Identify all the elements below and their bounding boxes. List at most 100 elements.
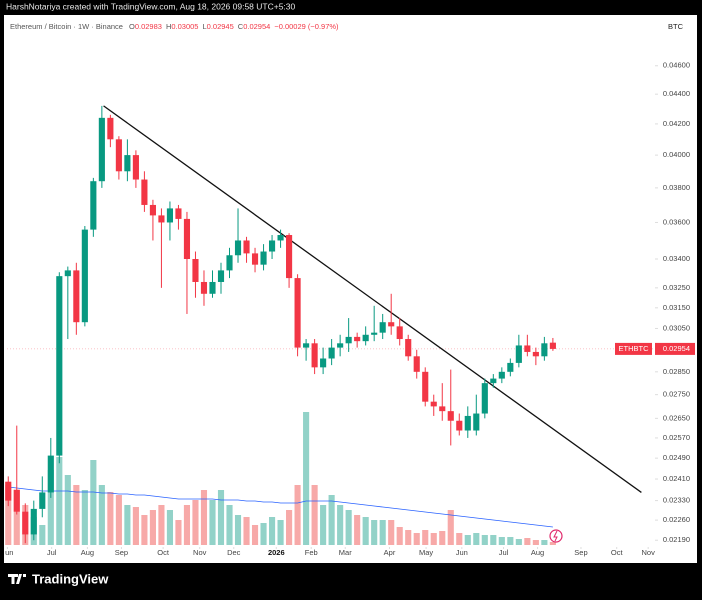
candle-body bbox=[149, 204, 156, 216]
ohlc-key: L bbox=[202, 22, 206, 31]
volume-bar bbox=[217, 490, 225, 545]
y-tick-label: 0.02490 bbox=[663, 453, 690, 462]
y-tick-label: 0.02190 bbox=[663, 535, 690, 544]
volume-bar bbox=[498, 537, 505, 545]
volume-bar bbox=[98, 485, 105, 545]
y-tick-label: 0.02330 bbox=[663, 496, 690, 505]
price-label: 0.02954 bbox=[663, 344, 690, 353]
candle-body bbox=[5, 481, 12, 501]
candle-body bbox=[481, 383, 488, 414]
x-tick-label: Nov bbox=[642, 548, 656, 557]
volume-bar bbox=[524, 538, 531, 545]
candle-body bbox=[175, 208, 182, 219]
ohlc-value: 0.02954 bbox=[243, 22, 270, 31]
volume-bar bbox=[320, 505, 327, 545]
change: −0.00029 (−0.97%) bbox=[274, 22, 339, 31]
volume-bar bbox=[90, 460, 97, 545]
y-tick-label: 0.04000 bbox=[663, 150, 690, 159]
y-tick-label: 0.03250 bbox=[663, 283, 690, 292]
volume-bar bbox=[439, 531, 446, 545]
candle-body bbox=[22, 511, 29, 535]
watermark: HarshNotariya created with TradingView.c… bbox=[6, 1, 296, 11]
plot-area: 0.04600 0.04400 0.04200 0.04000 0.03800 0.036… bbox=[1, 61, 695, 557]
x-tick-label: Jun bbox=[1, 548, 13, 557]
y-tick-label: 0.03050 bbox=[663, 323, 690, 332]
candle-body bbox=[39, 492, 46, 509]
candle-body bbox=[345, 336, 352, 344]
y-tick-label: 0.04200 bbox=[663, 119, 690, 128]
candle-body bbox=[56, 276, 63, 456]
candle-body bbox=[396, 326, 403, 340]
y-tick-label: 0.04600 bbox=[663, 61, 690, 70]
price-box bbox=[655, 342, 695, 355]
ohlc-value: 0.02945 bbox=[207, 22, 234, 31]
candle-body bbox=[388, 322, 395, 327]
candle-body bbox=[362, 334, 369, 342]
candle-body bbox=[498, 371, 505, 379]
candle-body bbox=[277, 235, 284, 241]
volume-bar bbox=[337, 505, 344, 545]
volume-bar bbox=[405, 530, 412, 545]
candle-body bbox=[464, 415, 471, 431]
volume-bar bbox=[311, 485, 318, 545]
volume-bar bbox=[39, 525, 46, 545]
candle-body bbox=[13, 489, 20, 512]
x-tick-label: Jul bbox=[47, 548, 57, 557]
volume-bar bbox=[132, 507, 139, 545]
volume-bar bbox=[456, 533, 463, 545]
trendline bbox=[103, 105, 642, 493]
ohlc-key: H bbox=[166, 22, 171, 31]
candle-body bbox=[64, 270, 71, 277]
candle-body bbox=[379, 322, 386, 333]
candle-body bbox=[251, 253, 259, 265]
volume-ma bbox=[8, 486, 553, 528]
candle-body bbox=[507, 362, 514, 372]
volume-bar bbox=[81, 490, 88, 545]
candle-body bbox=[294, 278, 301, 348]
volume-bar bbox=[464, 535, 471, 545]
x-tick-label: 2026 bbox=[268, 548, 285, 557]
volume-bar bbox=[396, 527, 403, 545]
candle-body bbox=[81, 229, 88, 323]
volume-bar bbox=[175, 520, 182, 545]
candle-body bbox=[320, 358, 327, 368]
x-tick-label: Jun bbox=[456, 548, 468, 557]
volume-bar bbox=[251, 525, 259, 545]
volume-bar bbox=[268, 517, 276, 545]
volume-bar bbox=[166, 510, 174, 545]
candle-body bbox=[371, 332, 378, 335]
candle-body bbox=[217, 270, 225, 282]
candle-body bbox=[98, 117, 105, 182]
candle-body bbox=[549, 342, 556, 349]
volume-bar bbox=[73, 485, 80, 545]
volume-bar bbox=[64, 475, 71, 545]
volume-bar bbox=[515, 539, 522, 545]
volume-bar bbox=[47, 470, 54, 545]
volume-bar bbox=[388, 520, 395, 545]
legend: Ethereum / Bitcoin · 1W · Binance O 0.029… bbox=[10, 22, 339, 31]
volume-bar bbox=[234, 515, 242, 545]
volume-bar bbox=[141, 515, 148, 545]
x-tick-label: Sep bbox=[574, 548, 587, 557]
volume-bar bbox=[243, 517, 250, 545]
ohlc-key: C bbox=[238, 22, 244, 31]
y-tick-label: 0.04400 bbox=[663, 89, 690, 98]
candle-body bbox=[209, 281, 216, 294]
candle-body bbox=[515, 345, 522, 363]
x-tick-label: Aug bbox=[531, 548, 544, 557]
candle-body bbox=[447, 411, 454, 421]
candle-body bbox=[124, 155, 131, 172]
volume-bar bbox=[507, 537, 514, 545]
y-tick-label: 0.02650 bbox=[663, 413, 690, 422]
candle-body bbox=[90, 181, 97, 230]
volume-bar bbox=[13, 490, 20, 545]
candle-body bbox=[30, 508, 37, 535]
candle-body bbox=[430, 401, 437, 407]
ohlc-value: 0.02983 bbox=[135, 22, 162, 31]
volume-bar bbox=[277, 520, 284, 545]
candle-body bbox=[73, 270, 80, 323]
volume-bar bbox=[481, 535, 488, 545]
candle-body bbox=[141, 179, 148, 205]
x-tick-label: Mar bbox=[339, 548, 352, 557]
